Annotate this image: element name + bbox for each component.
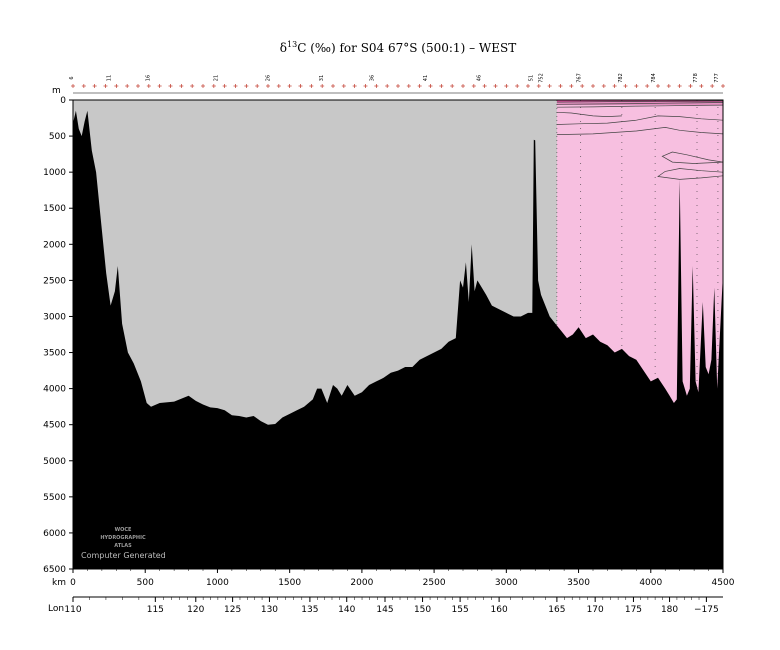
distance-axis: 0 500 1000 1500 2000 2500 3000 3500 4000 4500 [70,569,735,588]
longitude-tick-label: 180 [661,605,678,615]
distance-tick-label: 2500 [423,578,446,588]
chart-title: δ13C (‰) for S04 67°S (500:1) – WEST [280,40,516,55]
depth-tick-label: 4000 [43,385,66,395]
station-label: 51 [528,75,534,81]
depth-axis: 0 500 1000 1500 2000 2500 3000 3500 4000 4500 5000… [43,96,73,575]
distance-tick-label: 3000 [495,578,518,588]
watermark: WOCE HYDROGRAPHIC ATLAS Computer Generat… [81,527,166,560]
longitude-tick-label: 120 [187,605,204,615]
station-label: 41 [423,75,429,81]
longitude-tick-label: 140 [338,605,355,615]
contour-line [556,104,723,108]
distance-tick-label: 0 [70,578,76,588]
depth-tick-label: 500 [49,132,66,142]
depth-tick-label: 1500 [43,204,66,214]
depth-tick-label: 3500 [43,349,66,359]
station-label: 31 [319,75,325,81]
station-axis: 6 11 16 21 26 31 36 41 46 51 752 767 782 784 778 777 [69,73,725,94]
station-label: 21 [213,75,219,81]
longitude-tick-label: 135 [301,605,318,615]
station-label: 782 [618,73,624,83]
longitude-tick-label: 130 [261,605,278,615]
depth-tick-label: 5000 [43,457,66,467]
distance-tick-label: 2000 [350,578,373,588]
station-label: 26 [265,75,271,81]
distance-tick-label: 500 [137,578,154,588]
distance-tick-label: 4000 [639,578,662,588]
distance-tick-label: 4500 [712,578,735,588]
distance-unit-label: km [52,578,66,588]
longitude-tick-label: 165 [548,605,565,615]
depth-tick-label: 2500 [43,276,66,286]
watermark-line-1: WOCE [115,527,132,533]
contour-line [556,111,622,117]
depth-tick-label: 1000 [43,168,66,178]
longitude-tick-label: 170 [587,605,604,615]
contour-line [556,115,723,125]
longitude-tick-label: 110 [64,605,81,615]
depth-tick-label: 2000 [43,240,66,250]
watermark-line-2: HYDROGRAPHIC [100,535,146,541]
contour-line [556,102,723,105]
station-label: 752 [538,73,544,83]
longitude-tick-label: 175 [625,605,642,615]
plot-frame [72,99,724,570]
distance-tick-label: 1000 [206,578,229,588]
depth-unit-label: m [52,86,61,96]
watermark-line-3: ATLAS [114,543,132,549]
distance-tick-label: 1500 [278,578,301,588]
station-label: 11 [107,75,113,81]
depth-tick-label: 0 [60,96,66,106]
station-label: 16 [146,75,152,81]
longitude-tick-label: −175 [694,605,719,615]
contour-line [556,127,723,135]
station-label: 784 [651,73,657,83]
bathymetry-area [73,110,723,569]
longitude-tick-label: 150 [414,605,431,615]
contour-line [556,100,723,103]
station-label: 6 [69,76,75,79]
depth-tick-label: 3000 [43,312,66,322]
longitude-tick-label: 145 [376,605,393,615]
longitude-tick-label: 125 [224,605,241,615]
station-label: 777 [714,73,720,83]
distance-tick-label: 3500 [567,578,590,588]
station-label: 778 [693,73,699,83]
depth-tick-label: 5500 [43,493,66,503]
longitude-tick-label: 155 [452,605,469,615]
station-label: 767 [577,73,583,83]
longitude-tick-label: 115 [147,605,164,615]
contour-line [661,151,723,164]
station-label: 36 [369,75,375,81]
depth-tick-label: 4500 [43,421,66,431]
contour-lines [556,100,723,180]
longitude-axis: 110 115 120 125 130 135 140 145 150 155 160 165 170 1… [64,596,723,615]
plot-area [73,100,723,569]
station-label: 46 [476,75,482,81]
longitude-tick-label: 160 [491,605,508,615]
depth-tick-label: 6500 [43,565,66,575]
depth-tick-label: 6000 [43,529,66,539]
longitude-label: Lon [48,604,64,614]
contour-line [657,168,723,180]
watermark-line-4: Computer Generated [81,551,166,560]
